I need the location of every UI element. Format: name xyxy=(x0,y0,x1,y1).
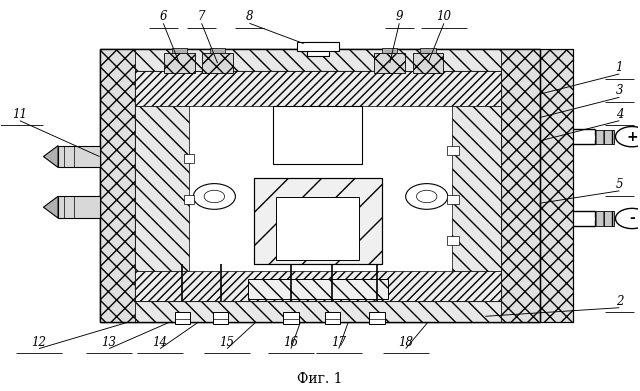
Bar xyxy=(420,48,436,53)
Text: +: + xyxy=(627,130,638,143)
Text: 17: 17 xyxy=(332,335,346,349)
Bar xyxy=(374,53,405,73)
Circle shape xyxy=(193,184,236,209)
Bar xyxy=(58,145,100,167)
Bar xyxy=(307,41,329,56)
Bar xyxy=(540,49,573,322)
Bar xyxy=(248,279,388,299)
Text: 10: 10 xyxy=(436,10,451,23)
Text: 5: 5 xyxy=(616,178,623,191)
Text: 1: 1 xyxy=(616,61,623,74)
Bar xyxy=(369,312,385,324)
Text: 12: 12 xyxy=(31,335,47,349)
Bar xyxy=(213,312,228,324)
Circle shape xyxy=(417,190,437,203)
Text: 9: 9 xyxy=(396,10,403,23)
Text: 2: 2 xyxy=(616,295,623,308)
Bar xyxy=(202,53,233,73)
Bar xyxy=(452,106,501,271)
Polygon shape xyxy=(44,196,58,218)
Bar xyxy=(100,49,134,322)
Circle shape xyxy=(616,208,640,229)
Bar xyxy=(382,48,397,53)
Bar xyxy=(175,312,190,324)
Bar xyxy=(254,178,381,264)
Text: -: - xyxy=(629,212,635,226)
Bar xyxy=(100,49,540,322)
Bar xyxy=(184,195,194,204)
Bar xyxy=(134,271,501,301)
Bar xyxy=(595,212,614,226)
Bar xyxy=(134,301,501,322)
Circle shape xyxy=(406,184,448,209)
Text: 16: 16 xyxy=(284,335,298,349)
Bar xyxy=(595,130,614,143)
Bar xyxy=(134,106,189,271)
Bar xyxy=(172,48,187,53)
Text: 14: 14 xyxy=(152,335,168,349)
Bar xyxy=(164,53,195,73)
Bar xyxy=(58,196,100,218)
Bar xyxy=(447,236,459,245)
Bar xyxy=(210,48,225,53)
Bar xyxy=(134,49,501,71)
Text: Фиг. 1: Фиг. 1 xyxy=(297,372,342,386)
Circle shape xyxy=(204,190,225,203)
Text: 6: 6 xyxy=(159,10,167,23)
Bar xyxy=(276,197,359,260)
Text: 13: 13 xyxy=(102,335,116,349)
Bar xyxy=(540,49,573,322)
Bar xyxy=(413,53,444,73)
Bar xyxy=(273,106,362,164)
Bar xyxy=(284,312,298,324)
Text: 3: 3 xyxy=(616,84,623,97)
Text: 4: 4 xyxy=(616,108,623,121)
Bar xyxy=(324,312,340,324)
Text: 8: 8 xyxy=(246,10,253,23)
Bar xyxy=(100,49,540,322)
Text: 7: 7 xyxy=(198,10,205,23)
Bar xyxy=(297,41,339,51)
Text: 11: 11 xyxy=(12,108,28,121)
Bar xyxy=(447,145,459,155)
Polygon shape xyxy=(44,145,58,167)
Bar xyxy=(134,71,501,106)
Text: 18: 18 xyxy=(398,335,413,349)
Bar xyxy=(134,71,501,301)
Text: 15: 15 xyxy=(220,335,235,349)
Bar xyxy=(501,49,540,322)
Bar xyxy=(184,154,194,163)
Bar xyxy=(254,178,381,264)
Circle shape xyxy=(616,127,640,147)
Bar xyxy=(447,195,459,204)
